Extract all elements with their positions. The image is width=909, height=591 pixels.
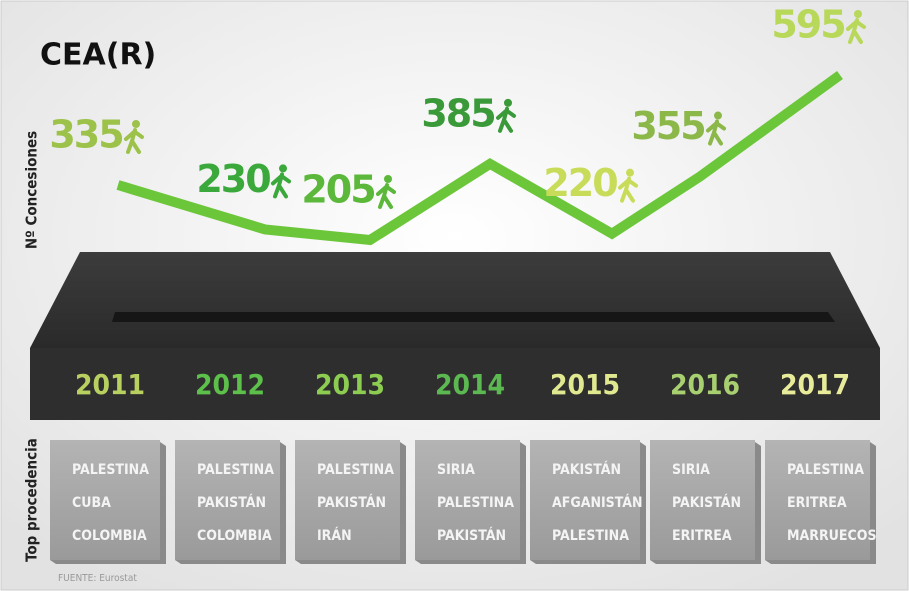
origin-country: COLOMBIA <box>197 528 272 544</box>
origin-label: Top procedencia <box>23 438 41 562</box>
x-tick-label: 2012 <box>195 368 265 401</box>
origin-country: PALESTINA <box>197 462 274 478</box>
x-tick-label: 2017 <box>780 368 850 401</box>
origin-country: ERITREA <box>672 528 732 544</box>
origin-country: PAKISTÁN <box>437 527 506 544</box>
origin-country: CUBA <box>72 495 111 511</box>
walker-icon <box>706 119 726 146</box>
origin-country: AFGANISTÁN <box>552 494 643 511</box>
origin-box <box>175 440 280 560</box>
walker-icon <box>714 111 722 120</box>
walker-icon <box>618 176 638 203</box>
walker-icon <box>846 18 866 44</box>
origin-country: IRÁN <box>317 527 352 544</box>
platform-top <box>30 252 880 348</box>
walker-icon <box>496 106 516 133</box>
x-tick-label: 2011 <box>75 368 145 401</box>
walker-icon <box>504 98 512 107</box>
chart-title: CEA(R) <box>40 38 156 73</box>
x-tick-label: 2015 <box>550 368 620 401</box>
walker-icon <box>854 10 862 18</box>
origin-country: PALESTINA <box>787 462 864 478</box>
origin-country: PAKISTÁN <box>317 494 386 511</box>
value-label: 335 <box>49 113 122 157</box>
origin-box <box>295 440 400 560</box>
origin-country: PALESTINA <box>437 495 514 511</box>
x-tick-label: 2014 <box>435 368 505 401</box>
origin-country: PALESTINA <box>317 462 394 478</box>
origin-box <box>650 440 755 560</box>
value-label: 205 <box>301 168 374 212</box>
x-tick-label: 2016 <box>670 368 740 401</box>
origin-country: PAKISTÁN <box>197 494 266 511</box>
origin-country: PALESTINA <box>72 462 149 478</box>
origin-box <box>50 440 160 560</box>
walker-icon <box>376 183 396 209</box>
platform-front <box>30 348 880 420</box>
x-tick-label: 2013 <box>315 368 385 401</box>
value-label: 230 <box>196 157 270 201</box>
origin-country: SIRIA <box>672 462 710 478</box>
origin-box <box>415 440 520 560</box>
value-label: 355 <box>631 104 704 148</box>
origin-country: SIRIA <box>437 462 475 478</box>
value-label: 595 <box>771 3 844 47</box>
walker-icon <box>384 175 392 183</box>
origin-country: COLOMBIA <box>72 528 147 544</box>
origin-box <box>765 440 870 560</box>
value-label: 385 <box>421 91 494 135</box>
origin-country: PALESTINA <box>552 528 629 544</box>
origin-box <box>530 440 640 560</box>
value-label: 220 <box>543 161 617 205</box>
y-axis-label: Nº Concesiones <box>23 131 41 249</box>
walker-icon <box>271 172 291 199</box>
origin-country: PAKISTÁN <box>552 461 621 478</box>
walker-icon <box>279 164 287 173</box>
line <box>116 70 843 246</box>
platform-groove <box>112 312 835 322</box>
origin-country: MARRUECOS <box>787 528 877 544</box>
origin-country: ERITREA <box>787 495 847 511</box>
origin-country: PAKISTÁN <box>672 494 741 511</box>
walker-icon <box>132 120 140 128</box>
source: FUENTE: Eurostat <box>58 573 137 584</box>
walker-icon <box>124 128 144 154</box>
walker-icon <box>626 168 634 177</box>
